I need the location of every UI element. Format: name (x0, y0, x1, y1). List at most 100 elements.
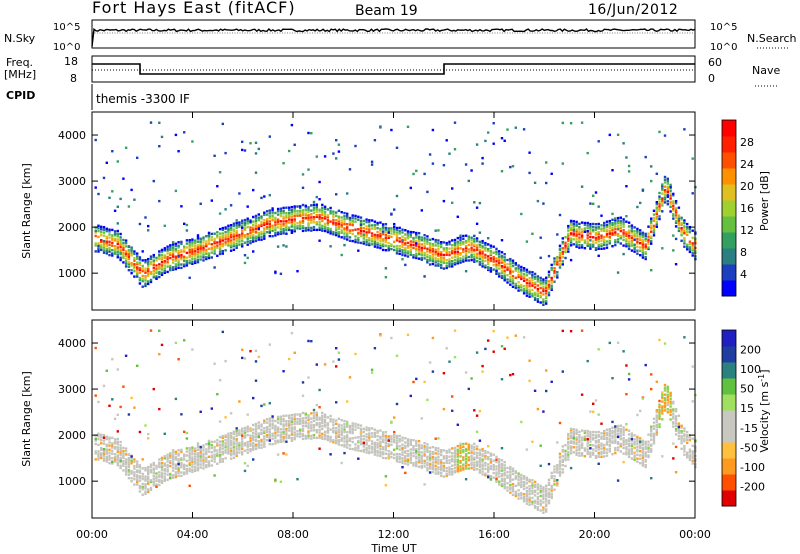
velocity-cell (122, 449, 125, 453)
power-cell (199, 255, 202, 258)
velocity-cell (605, 443, 609, 446)
velocity-cell (417, 443, 421, 447)
power-cell (630, 224, 634, 227)
velocity-scatter-cell (409, 394, 412, 398)
velocity-cell (586, 435, 589, 438)
power-cell (221, 252, 224, 255)
velocity-cell (580, 454, 584, 457)
velocity-cell (666, 396, 669, 399)
power-cell (307, 216, 310, 220)
velocity-cell (147, 482, 150, 485)
power-cell (462, 255, 465, 258)
power-cell (387, 241, 390, 245)
power-cell (398, 226, 401, 230)
power-cell (373, 240, 377, 243)
power-cell (337, 209, 341, 212)
power-cell (271, 226, 274, 229)
velocity-cell (329, 438, 332, 441)
velocity-scatter-cell (315, 363, 318, 366)
velocity-cell (113, 458, 117, 461)
velocity-cell (149, 479, 153, 482)
velocity-scatter-cell (213, 474, 216, 477)
power-cell (464, 245, 468, 248)
velocity-cell (194, 455, 197, 458)
power-cell (368, 219, 371, 222)
velocity-cell (426, 464, 429, 467)
velocity-cell (177, 459, 180, 463)
velocity-cell (603, 451, 606, 455)
velocity-cell (111, 436, 114, 440)
velocity-cell (409, 451, 412, 454)
power-cell (473, 237, 476, 241)
power-scatter-cell (241, 226, 244, 229)
velocity-cell (307, 414, 310, 417)
velocity-cell (254, 430, 258, 433)
power-cell (232, 248, 236, 251)
velocity-cell (511, 485, 515, 489)
velocity-cell (97, 432, 100, 435)
power-cell (536, 287, 540, 291)
velocity-cell (550, 486, 553, 490)
velocity-scatter-cell (622, 350, 625, 353)
power-scatter-cell (475, 206, 479, 209)
velocity-cell (592, 451, 595, 454)
velocity-cell (158, 465, 161, 469)
power-scatter-cell (487, 131, 490, 134)
velocity-cell (171, 476, 175, 479)
velocity-scatter-cell (213, 362, 216, 365)
power-cell (390, 247, 393, 251)
velocity-cell (503, 464, 506, 467)
power-cell (600, 227, 603, 230)
power-cell (288, 221, 291, 224)
power-cell (616, 219, 620, 222)
velocity-cell (677, 429, 681, 433)
velocity-cell (149, 471, 153, 474)
power-cell (580, 228, 584, 231)
power-cell (539, 294, 542, 297)
power-cell (113, 247, 117, 251)
velocity-colorbar-segment (722, 378, 736, 395)
power-cell (116, 242, 119, 246)
power-cell (434, 238, 437, 242)
velocity-cell (268, 431, 271, 434)
velocity-cell (597, 435, 600, 438)
velocity-cell (127, 465, 131, 469)
velocity-cell (171, 461, 175, 464)
velocity-cell (636, 460, 639, 463)
velocity-cell (307, 431, 310, 435)
power-scatter-cell (592, 202, 595, 205)
velocity-cell (326, 434, 330, 438)
velocity-cell (147, 490, 150, 494)
velocity-cell (575, 442, 578, 446)
power-cell (522, 276, 526, 280)
power-cell (293, 218, 296, 221)
velocity-cell (652, 424, 656, 428)
power-cell (495, 263, 498, 266)
velocity-cell (343, 423, 346, 426)
velocity-cell (171, 466, 175, 469)
power-cell (545, 286, 548, 289)
velocity-cell (265, 428, 269, 431)
power-scatter-cell (661, 247, 664, 250)
power-cell (393, 248, 396, 252)
power-cell (246, 217, 249, 220)
velocity-cell (547, 493, 551, 497)
power-cell (672, 192, 675, 196)
velocity-cell (669, 413, 672, 416)
power-cell (376, 238, 379, 241)
power-cell (545, 279, 548, 282)
power-cell (210, 232, 213, 236)
velocity-cell (533, 504, 537, 508)
power-cell (276, 222, 280, 226)
power-cell (293, 207, 296, 210)
power-cell (575, 230, 578, 233)
velocity-cell (307, 418, 310, 422)
power-cell (241, 237, 244, 240)
power-cell (594, 248, 598, 251)
velocity-scatter-cell (589, 447, 592, 450)
power-scatter-cell (520, 212, 523, 216)
velocity-cell (232, 449, 236, 452)
power-cell (301, 221, 305, 225)
power-cell (420, 258, 423, 261)
velocity-cell (445, 455, 448, 458)
